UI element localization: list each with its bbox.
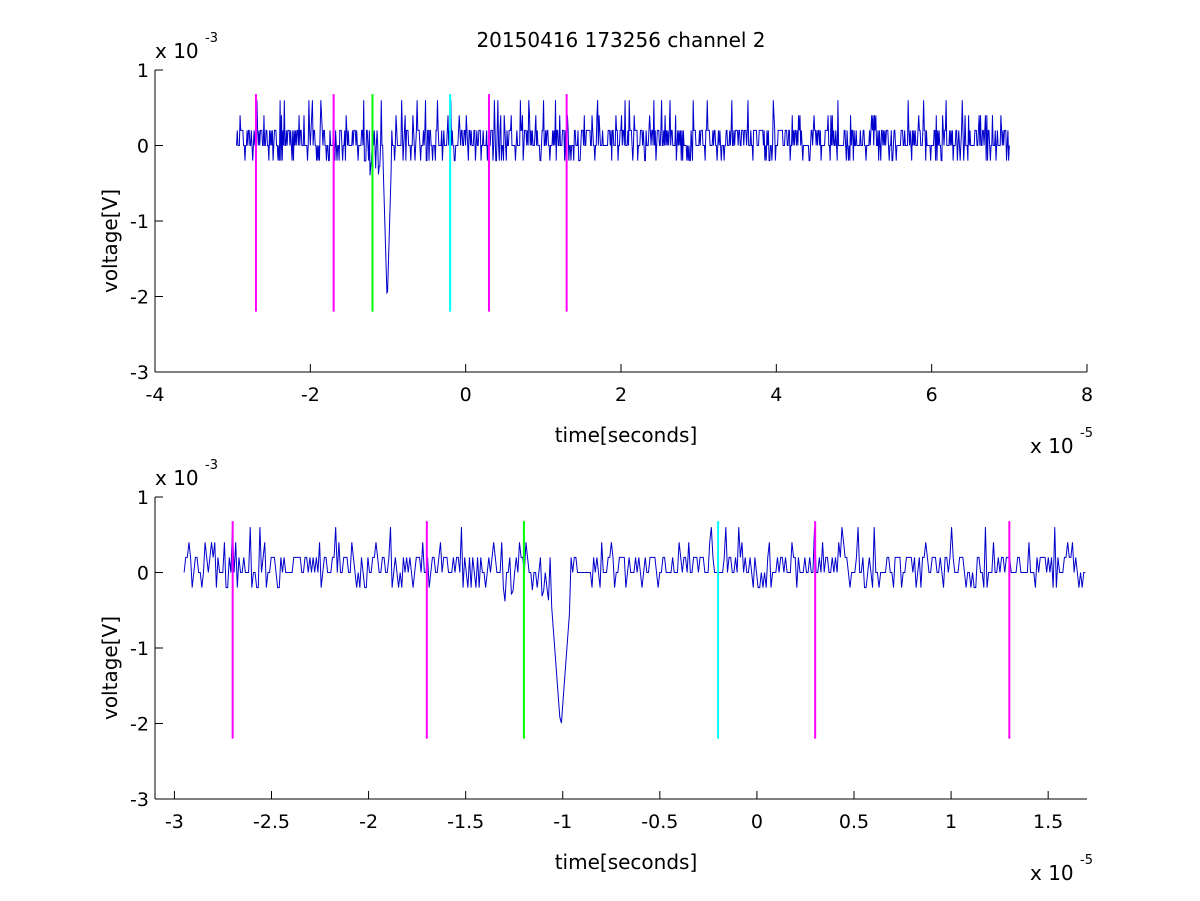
- x-tick-label: 0: [751, 811, 763, 833]
- x-tick-label: -1: [553, 811, 572, 833]
- signal-trace: [183, 527, 1086, 724]
- y-tick-label: -3: [130, 789, 149, 811]
- x-multiplier-exponent: -5: [1080, 426, 1093, 441]
- x-tick-label: 1: [945, 811, 957, 833]
- y-tick-label: -3: [130, 362, 149, 384]
- x-tick-label: 2: [615, 384, 627, 406]
- x-tick-label: 6: [926, 384, 938, 406]
- x-tick-label: 4: [770, 384, 782, 406]
- y-multiplier: x 10: [155, 39, 199, 63]
- y-tick-label: -2: [130, 287, 149, 309]
- x-multiplier-exponent: -5: [1080, 853, 1093, 868]
- x-tick-label: 8: [1081, 384, 1093, 406]
- x-tick-label: -2: [301, 384, 320, 406]
- y-tick-label: 1: [137, 60, 149, 82]
- x-tick-label: 1.5: [1033, 811, 1063, 833]
- x-tick-label: 0: [460, 384, 472, 406]
- x-tick-label: -2.5: [253, 811, 290, 833]
- y-tick-label: -1: [130, 638, 149, 660]
- x-tick-label: -2: [359, 811, 378, 833]
- y-tick-label: -1: [130, 211, 149, 233]
- x-tick-label: 0.5: [839, 811, 869, 833]
- x-tick-label: -0.5: [641, 811, 678, 833]
- chart-panel-1: -4 -2 0 2 4 6 8 -3 -2 -1 0 1 time[seconds] voltage[V]…: [98, 28, 1093, 458]
- y-multiplier-exponent: -3: [205, 458, 218, 473]
- signal-trace: [236, 100, 1010, 295]
- y-tick-label: -2: [130, 714, 149, 736]
- x-tick-label: -4: [146, 384, 165, 406]
- y-axis-label: voltage[V]: [98, 616, 122, 720]
- chart-title: 20150416 173256 channel 2: [476, 28, 765, 52]
- y-axis-label: voltage[V]: [98, 189, 122, 293]
- x-multiplier: x 10: [1030, 434, 1074, 458]
- y-tick-label: 1: [137, 487, 149, 509]
- x-tick-label: -1.5: [447, 811, 484, 833]
- y-tick-label: 0: [137, 563, 149, 585]
- x-axis-label: time[seconds]: [555, 850, 698, 874]
- x-multiplier: x 10: [1030, 861, 1074, 885]
- y-multiplier: x 10: [155, 466, 199, 490]
- y-tick-label: 0: [137, 136, 149, 158]
- chart-panel-2: -3 -2.5 -2 -1.5 -1 -0.5 0 0.5 1 1.5 -3 -2 -1 0 1 time[s…: [98, 458, 1093, 885]
- y-multiplier-exponent: -3: [205, 31, 218, 46]
- x-tick-label: -3: [165, 811, 184, 833]
- x-axis-label: time[seconds]: [555, 423, 698, 447]
